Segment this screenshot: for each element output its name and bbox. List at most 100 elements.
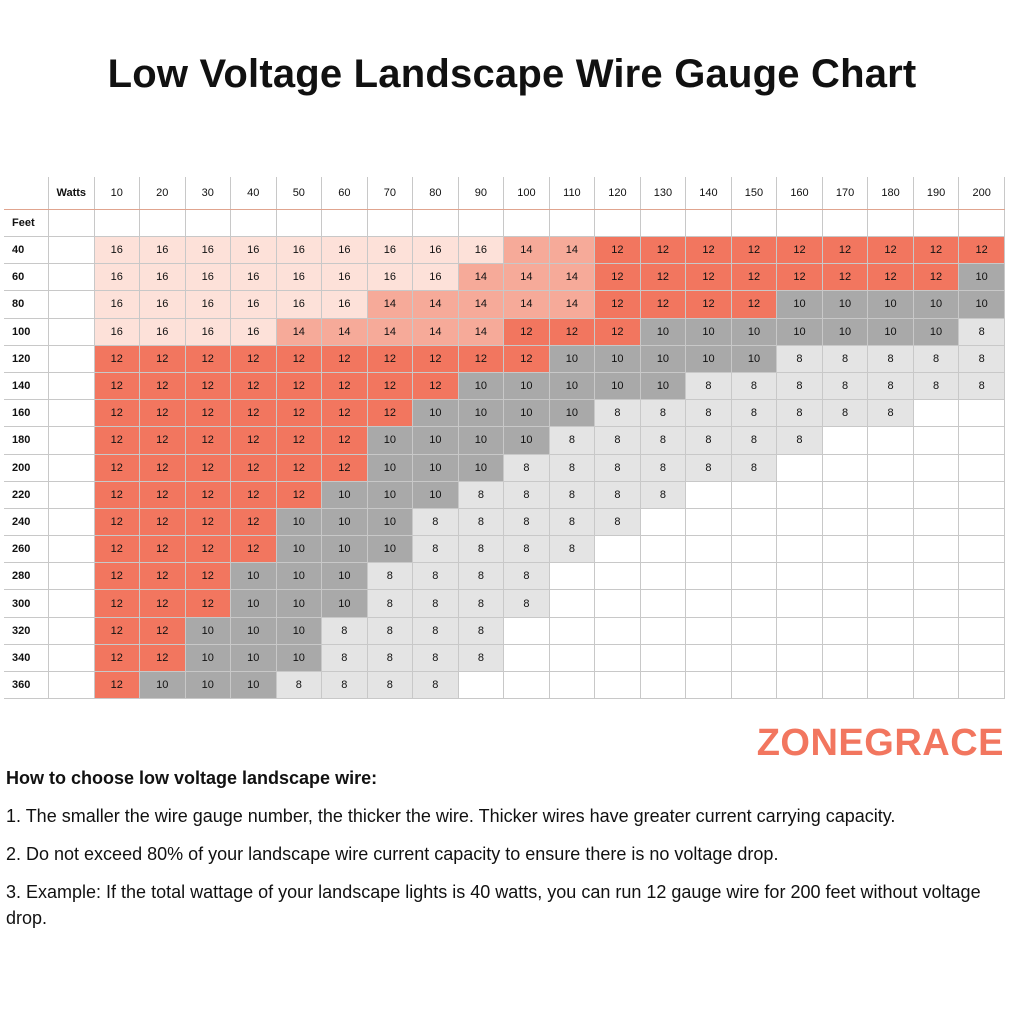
feet-value-cell: 300	[4, 589, 49, 618]
gauge-cell: 12	[230, 345, 277, 373]
gauge-cell: 8	[549, 481, 596, 509]
feet-spacer-cell	[867, 209, 914, 237]
gauge-cell: 12	[139, 535, 186, 564]
gauge-cell: 8	[867, 399, 914, 428]
feet-value-cell: 200	[4, 454, 49, 482]
watts-header-cell: 30	[185, 177, 232, 210]
gauge-cell-empty	[913, 426, 960, 455]
gauge-cell-empty	[958, 671, 1005, 700]
gauge-cell: 12	[367, 399, 414, 428]
gauge-cell: 10	[503, 399, 550, 428]
gauge-cell-empty	[958, 535, 1005, 564]
wire-gauge-table-body: Watts 10 20 30 40 50 60 70 80 90 100 110 120 130 140 15…	[4, 177, 1005, 700]
gauge-cell: 10	[276, 617, 323, 645]
gauge-cell: 16	[94, 290, 141, 319]
row-spacer-cell	[48, 562, 95, 591]
gauge-cell: 12	[185, 454, 232, 482]
gauge-cell: 8	[776, 399, 823, 428]
gauge-cell: 8	[412, 562, 459, 591]
gauge-cell: 8	[867, 372, 914, 401]
gauge-cell: 10	[230, 644, 277, 673]
gauge-cell-empty	[913, 399, 960, 428]
gauge-cell: 12	[776, 263, 823, 292]
gauge-cell: 8	[594, 481, 641, 509]
gauge-cell-empty	[594, 589, 641, 618]
gauge-cell: 16	[321, 236, 368, 265]
gauge-cell: 8	[594, 454, 641, 482]
gauge-cell: 12	[594, 236, 641, 265]
row-spacer-cell	[48, 372, 95, 401]
watts-label: Watts	[48, 177, 95, 210]
gauge-cell: 8	[685, 399, 732, 428]
gauge-cell: 16	[94, 263, 141, 292]
gauge-cell: 8	[731, 454, 778, 482]
watts-header-cell: 170	[822, 177, 869, 210]
gauge-cell: 10	[640, 372, 687, 401]
gauge-cell-empty	[549, 617, 596, 645]
table-row: 360 12 10 10 10 8 8 8 8	[4, 671, 1005, 700]
gauge-cell: 10	[185, 671, 232, 700]
watts-header-cell: 110	[549, 177, 596, 210]
gauge-cell: 12	[731, 263, 778, 292]
gauge-cell: 8	[640, 454, 687, 482]
feet-value-cell: 80	[4, 290, 49, 319]
gauge-cell: 10	[367, 508, 414, 537]
gauge-cell: 16	[185, 236, 232, 265]
gauge-cell: 8	[412, 535, 459, 564]
gauge-cell-empty	[913, 481, 960, 509]
gauge-cell: 10	[230, 589, 277, 618]
gauge-cell-empty	[594, 671, 641, 700]
gauge-cell: 10	[731, 345, 778, 373]
gauge-cell: 14	[458, 290, 505, 319]
feet-spacer-cell	[276, 209, 323, 237]
gauge-cell-empty	[822, 617, 869, 645]
gauge-cell: 8	[503, 508, 550, 537]
gauge-cell: 16	[230, 318, 277, 346]
feet-value-cell: 100	[4, 318, 49, 346]
gauge-cell-empty	[503, 617, 550, 645]
gauge-cell-empty	[958, 562, 1005, 591]
gauge-cell: 10	[185, 617, 232, 645]
row-spacer-cell	[48, 589, 95, 618]
gauge-cell: 10	[640, 318, 687, 346]
gauge-cell: 12	[185, 426, 232, 455]
gauge-cell-empty	[776, 617, 823, 645]
gauge-cell: 10	[230, 671, 277, 700]
gauge-cell: 10	[321, 562, 368, 591]
table-row: 200 12 12 12 12 12 12 10 10 10 8 8 8 8 8 8	[4, 454, 1005, 482]
gauge-cell-empty	[867, 617, 914, 645]
gauge-cell: 16	[230, 290, 277, 319]
gauge-cell-empty	[594, 535, 641, 564]
feet-spacer-cell	[230, 209, 277, 237]
gauge-cell: 8	[412, 617, 459, 645]
gauge-cell: 12	[367, 345, 414, 373]
row-spacer-cell	[48, 481, 95, 509]
gauge-cell: 16	[94, 236, 141, 265]
row-spacer-cell	[48, 644, 95, 673]
gauge-cell: 8	[731, 426, 778, 455]
feet-spacer-cell	[913, 209, 960, 237]
watts-header-cell: 160	[776, 177, 823, 210]
gauge-cell-empty	[503, 644, 550, 673]
gauge-cell: 14	[549, 290, 596, 319]
guide-point-2: 2. Do not exceed 80% of your landscape w…	[6, 844, 779, 864]
gauge-cell: 12	[685, 236, 732, 265]
gauge-cell-empty	[958, 426, 1005, 455]
gauge-cell: 8	[958, 318, 1005, 346]
gauge-cell-empty	[594, 617, 641, 645]
gauge-cell: 10	[685, 318, 732, 346]
chart-title: Low Voltage Landscape Wire Gauge Chart	[107, 52, 917, 96]
gauge-cell: 12	[685, 263, 732, 292]
gauge-cell: 14	[503, 263, 550, 292]
gauge-cell: 14	[367, 318, 414, 346]
gauge-cell: 10	[685, 345, 732, 373]
gauge-cell-empty	[731, 481, 778, 509]
gauge-cell: 14	[321, 318, 368, 346]
feet-spacer-cell	[594, 209, 641, 237]
gauge-cell: 16	[367, 236, 414, 265]
gauge-cell: 12	[230, 426, 277, 455]
row-spacer-cell	[48, 671, 95, 700]
feet-value-cell: 180	[4, 426, 49, 455]
gauge-cell: 8	[958, 372, 1005, 401]
gauge-cell: 10	[276, 535, 323, 564]
